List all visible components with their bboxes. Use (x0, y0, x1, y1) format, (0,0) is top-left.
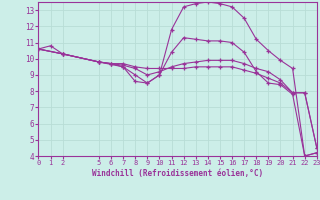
X-axis label: Windchill (Refroidissement éolien,°C): Windchill (Refroidissement éolien,°C) (92, 169, 263, 178)
